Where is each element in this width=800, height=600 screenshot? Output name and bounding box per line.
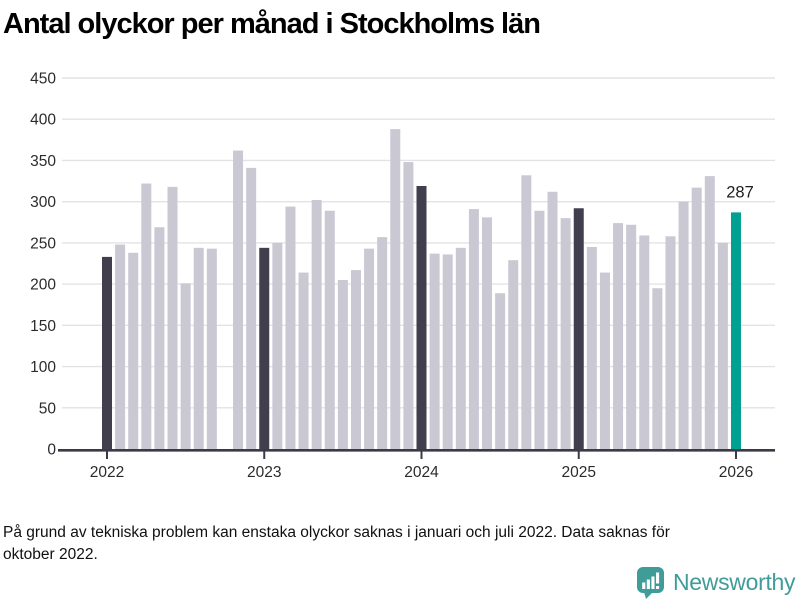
y-tick-label-300: 300 — [30, 194, 56, 211]
chart-title: Antal olyckor per månad i Stockholms län — [3, 8, 541, 40]
bar-2022-11 — [233, 150, 244, 449]
bar-2024-11 — [547, 191, 558, 450]
bar-2022-09 — [206, 248, 217, 449]
bar-2022-05 — [154, 227, 165, 449]
y-tick-label-400: 400 — [30, 112, 56, 129]
bar-2025-04 — [613, 223, 624, 449]
bar-2023-08 — [350, 270, 361, 449]
bar-2024-08 — [508, 260, 519, 449]
bar-2024-02 — [429, 253, 440, 449]
newsworthy-wordmark: Newsworthy — [673, 568, 796, 595]
y-tick-label-100: 100 — [30, 359, 56, 376]
bar-2025-12 — [717, 242, 728, 449]
y-tick-label-250: 250 — [30, 235, 56, 252]
bar-2023-05 — [311, 200, 322, 449]
y-tick-label-0: 0 — [47, 442, 56, 459]
bar-2024-12 — [560, 218, 571, 449]
bar-2022-08 — [193, 247, 204, 449]
x-tick-label-2025: 2025 — [562, 464, 596, 481]
bar-2025-09 — [678, 201, 689, 449]
y-tick-label-150: 150 — [30, 318, 56, 335]
x-tick-label-2023: 2023 — [247, 464, 281, 481]
bar-2024-04 — [455, 247, 466, 449]
x-tick-label-2022: 2022 — [90, 464, 124, 481]
footnote: På grund av tekniska problem kan enstaka… — [3, 522, 773, 566]
bar-2023-09 — [364, 248, 375, 449]
bar-2025-03 — [599, 272, 610, 449]
bar-2023-03 — [285, 206, 296, 449]
bar-2023-04 — [298, 272, 309, 449]
bar-2026-01 — [730, 212, 741, 449]
y-tick-label-200: 200 — [30, 277, 56, 294]
bar-2024-07 — [495, 293, 506, 449]
x-tick-label-2024: 2024 — [404, 464, 439, 481]
bar-2024-06 — [482, 217, 493, 449]
bar-2023-10 — [377, 237, 388, 449]
bar-2022-12 — [246, 167, 257, 449]
bar-2023-11 — [390, 129, 401, 450]
bar-2025-05 — [626, 224, 637, 449]
bar-2025-07 — [652, 288, 663, 449]
bar-2023-07 — [337, 279, 348, 449]
y-tick-label-450: 450 — [30, 71, 56, 88]
bar-2024-03 — [442, 254, 453, 449]
latest-value-label: 287 — [726, 183, 754, 201]
footnote-line-1: På grund av tekniska problem kan enstaka… — [3, 524, 670, 541]
y-tick-label-350: 350 — [30, 153, 56, 170]
bar-2022-04 — [141, 183, 152, 450]
footnote-line-2: oktober 2022. — [3, 546, 98, 563]
bar-2022-06 — [167, 186, 178, 449]
bar-2022-02 — [115, 244, 126, 449]
bar-2023-06 — [324, 210, 335, 449]
bar-2025-11 — [704, 176, 715, 449]
bar-2024-10 — [534, 210, 545, 449]
bar-2025-01 — [573, 208, 584, 449]
bar-chart: 0 50 100 150 200 250 300 350 400 450 2022 2023 2024 2… — [30, 71, 775, 481]
bar-2025-06 — [639, 235, 650, 449]
bar-2025-10 — [691, 187, 702, 449]
x-tick-label-2026: 2026 — [719, 464, 753, 481]
bar-2025-08 — [665, 236, 676, 449]
bar-2023-01 — [259, 247, 270, 449]
bar-2022-03 — [128, 252, 139, 449]
bar-2024-01 — [416, 186, 427, 449]
newsworthy-logo: Newsworthy — [636, 565, 796, 599]
bar-2024-09 — [521, 175, 532, 449]
y-tick-label-50: 50 — [39, 400, 57, 417]
bar-2023-02 — [272, 242, 283, 449]
bar-2024-05 — [468, 209, 479, 449]
bar-2023-12 — [403, 162, 414, 449]
newsworthy-icon — [637, 566, 664, 599]
bar-2022-07 — [180, 283, 191, 449]
bar-2022-01 — [102, 256, 112, 449]
bar-2025-02 — [586, 247, 597, 449]
